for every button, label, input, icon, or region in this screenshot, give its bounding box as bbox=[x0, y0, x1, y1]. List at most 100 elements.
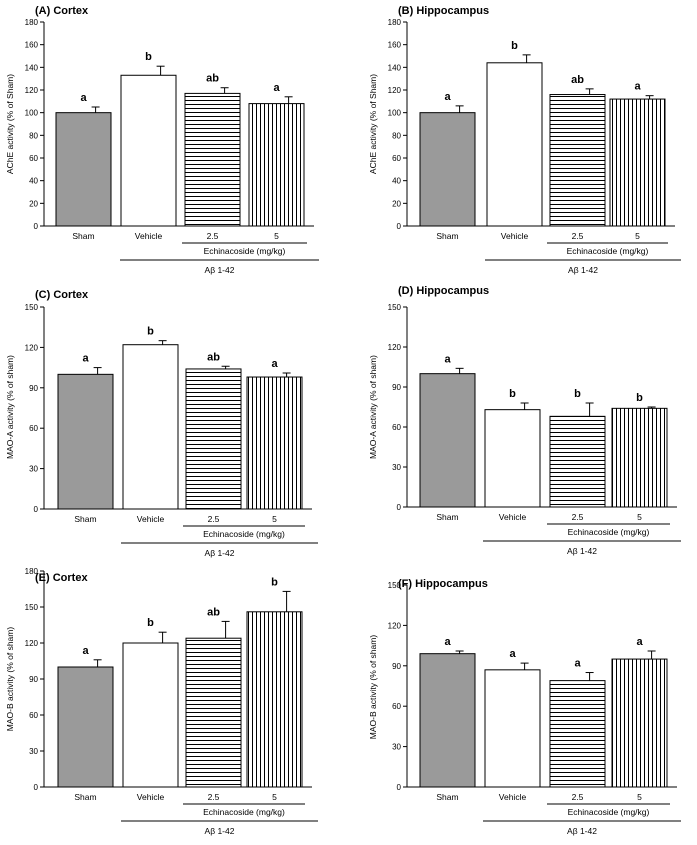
x-tick-label: Vehicle bbox=[499, 512, 527, 522]
x-tick-label: 5 bbox=[635, 231, 640, 241]
panel-e: (E) Cortex MAO-B activity (% of sham) 0 30 6… bbox=[5, 567, 318, 836]
y-tick-label: 60 bbox=[392, 702, 401, 711]
significance-letter: a bbox=[444, 353, 451, 365]
y-tick-label: 30 bbox=[392, 743, 401, 752]
significance-letter: a bbox=[82, 353, 89, 365]
y-tick-label: 0 bbox=[34, 783, 39, 792]
chart-title: (C) Cortex bbox=[35, 289, 89, 301]
panel-d: (D) Hippocampus MAO-A activity (% of sham… bbox=[368, 285, 681, 556]
bar-sham bbox=[419, 112, 476, 227]
significance-letter: a bbox=[574, 658, 581, 670]
x-tick-label: 2.5 bbox=[572, 231, 584, 241]
y-tick-label: 140 bbox=[388, 63, 402, 72]
y-tick-label: 100 bbox=[388, 109, 402, 118]
group-label: Aβ 1-42 bbox=[205, 548, 235, 558]
bar-vehicle bbox=[120, 74, 177, 227]
significance-letter: a bbox=[509, 648, 516, 660]
significance-letter: a bbox=[80, 92, 87, 104]
y-tick-label: 120 bbox=[25, 343, 39, 352]
x-tick-label: 2.5 bbox=[208, 514, 220, 524]
y-tick-label: 140 bbox=[25, 63, 39, 72]
significance-letter: b bbox=[271, 576, 278, 588]
y-tick-label: 180 bbox=[25, 567, 39, 576]
significance-letter: a bbox=[273, 82, 280, 94]
group-label: Aβ 1-42 bbox=[567, 826, 597, 836]
x-tick-label: Sham bbox=[436, 512, 458, 522]
treatment-label: Echinacoside (mg/kg) bbox=[568, 807, 650, 817]
y-tick-label: 150 bbox=[25, 603, 39, 612]
y-axis-label: MAO-A activity (% of sham) bbox=[368, 355, 378, 459]
y-tick-label: 90 bbox=[392, 662, 401, 671]
x-tick-label: 2.5 bbox=[208, 792, 220, 802]
chart-title: (D) Hippocampus bbox=[398, 285, 489, 297]
treatment-label: Echinacoside (mg/kg) bbox=[203, 807, 285, 817]
significance-letter: a bbox=[634, 81, 641, 93]
x-tick-label: 5 bbox=[272, 792, 277, 802]
x-tick-label: Sham bbox=[74, 514, 96, 524]
y-tick-label: 30 bbox=[392, 463, 401, 472]
treatment-label: Echinacoside (mg/kg) bbox=[568, 527, 650, 537]
significance-letter: b bbox=[511, 40, 518, 52]
y-tick-label: 60 bbox=[392, 154, 401, 163]
y-tick-label: 20 bbox=[392, 199, 401, 208]
group-label: Aβ 1-42 bbox=[568, 265, 598, 275]
chart-title: (E) Cortex bbox=[35, 572, 88, 584]
bar-vehicle bbox=[122, 642, 179, 788]
bar-vehicle bbox=[484, 669, 541, 788]
x-tick-label: Vehicle bbox=[499, 792, 527, 802]
x-tick-label: 2.5 bbox=[572, 512, 584, 522]
y-tick-label: 40 bbox=[29, 177, 38, 186]
bar-sham bbox=[419, 653, 476, 788]
bar-sham bbox=[419, 373, 476, 508]
y-tick-label: 150 bbox=[388, 581, 402, 590]
x-tick-label: 2.5 bbox=[207, 231, 219, 241]
bar-5 bbox=[246, 611, 303, 788]
y-axis-label: AChE activity (% of Sham) bbox=[5, 74, 15, 174]
bar-2-5 bbox=[184, 92, 241, 227]
y-tick-label: 0 bbox=[34, 505, 39, 514]
panel-f: (F) Hippocampus MAO-B activity (% of sham… bbox=[368, 578, 681, 836]
treatment-label: Echinacoside (mg/kg) bbox=[204, 246, 286, 256]
y-tick-label: 100 bbox=[25, 109, 39, 118]
bar-5 bbox=[611, 658, 668, 788]
y-tick-label: 0 bbox=[397, 222, 402, 231]
x-tick-label: Sham bbox=[436, 231, 458, 241]
bar-vehicle bbox=[486, 62, 543, 227]
y-axis-label: AChE activity (% of Sham) bbox=[368, 74, 378, 174]
bar-5 bbox=[248, 103, 305, 227]
y-tick-label: 160 bbox=[388, 41, 402, 50]
y-tick-label: 60 bbox=[29, 424, 38, 433]
significance-letter: a bbox=[444, 91, 451, 103]
bar-vehicle bbox=[484, 409, 541, 508]
significance-letter: b bbox=[145, 51, 152, 63]
bar-sham bbox=[57, 373, 114, 510]
group-label: Aβ 1-42 bbox=[205, 826, 235, 836]
y-tick-label: 90 bbox=[29, 384, 38, 393]
x-tick-label: Vehicle bbox=[501, 231, 529, 241]
chart-title: (B) Hippocampus bbox=[398, 5, 489, 17]
y-tick-label: 180 bbox=[388, 18, 402, 27]
bar-2-5 bbox=[549, 94, 606, 227]
y-tick-label: 0 bbox=[34, 222, 39, 231]
significance-letter: a bbox=[82, 645, 89, 657]
y-tick-label: 180 bbox=[25, 18, 39, 27]
y-tick-label: 60 bbox=[29, 711, 38, 720]
y-tick-label: 90 bbox=[392, 383, 401, 392]
y-tick-label: 30 bbox=[29, 465, 38, 474]
x-tick-label: Vehicle bbox=[137, 514, 165, 524]
y-tick-label: 40 bbox=[392, 177, 401, 186]
y-tick-label: 0 bbox=[397, 503, 402, 512]
panel-b: (B) Hippocampus AChE activity (% of Sham)… bbox=[368, 5, 681, 275]
bar-2-5 bbox=[549, 415, 606, 508]
bar-5 bbox=[609, 98, 666, 227]
bar-2-5 bbox=[185, 368, 242, 510]
x-tick-label: Sham bbox=[74, 792, 96, 802]
y-tick-label: 160 bbox=[25, 41, 39, 50]
y-tick-label: 80 bbox=[29, 131, 38, 140]
treatment-label: Echinacoside (mg/kg) bbox=[203, 529, 285, 539]
significance-letter: a bbox=[444, 636, 451, 648]
x-tick-label: Vehicle bbox=[137, 792, 165, 802]
y-tick-label: 60 bbox=[392, 423, 401, 432]
significance-letter: b bbox=[636, 392, 643, 404]
